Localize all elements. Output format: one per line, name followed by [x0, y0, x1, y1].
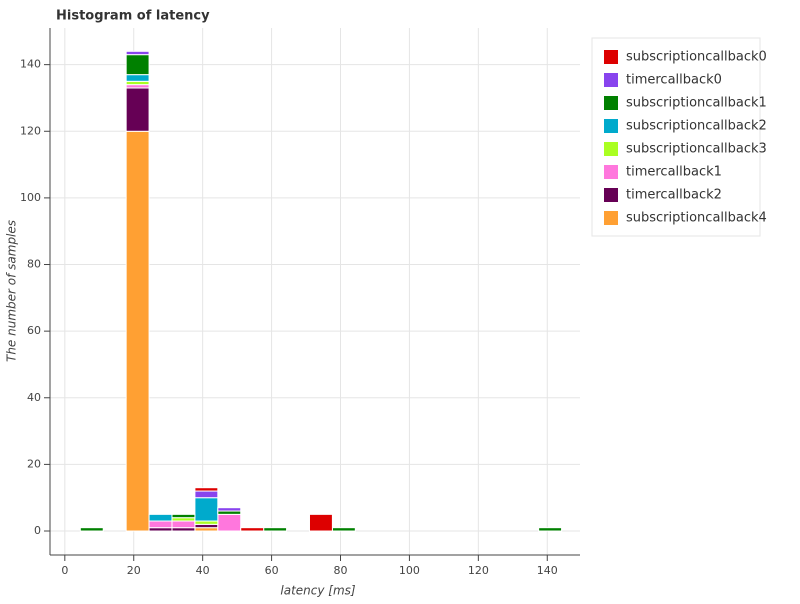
legend-swatch	[604, 96, 618, 110]
legend-label: subscriptioncallback4	[626, 211, 767, 226]
y-tick-label: 140	[20, 58, 41, 71]
x-tick-label: 100	[399, 564, 420, 577]
legend-swatch	[604, 165, 618, 179]
legend-swatch	[604, 142, 618, 156]
legend-label: subscriptioncallback2	[626, 119, 767, 134]
y-tick-label: 120	[20, 124, 41, 137]
x-tick-label: 0	[61, 564, 68, 577]
x-tick-label: 120	[468, 564, 489, 577]
histogram-bar	[148, 520, 173, 529]
histogram-bar	[171, 513, 196, 519]
histogram-bar	[125, 54, 150, 76]
legend: subscriptioncallback0 timercallback0 subsc…	[591, 37, 767, 237]
x-tick-label: 20	[127, 564, 141, 577]
chart-title: Histogram of latency	[56, 9, 210, 24]
x-tick-label: 140	[537, 564, 558, 577]
histogram-bar	[79, 527, 104, 532]
legend-label: timercallback0	[626, 73, 722, 88]
y-tick-label: 80	[27, 258, 41, 271]
legend-label: timercallback2	[626, 188, 722, 203]
histogram-bar	[125, 87, 150, 132]
histogram-bar	[125, 74, 150, 82]
x-axis-label: latency [ms]	[280, 584, 356, 598]
x-tick-label: 40	[196, 564, 210, 577]
legend-label: timercallback1	[626, 165, 722, 180]
y-tick-label: 60	[27, 324, 41, 337]
histogram-bar	[263, 527, 288, 532]
histogram-bar	[217, 507, 242, 512]
histogram-bar	[217, 513, 242, 532]
legend-swatch	[604, 50, 618, 64]
histogram-bar	[194, 487, 219, 492]
x-tick-label: 80	[334, 564, 348, 577]
y-tick-label: 100	[20, 191, 41, 204]
legend-box	[591, 37, 761, 237]
legend-label: subscriptioncallback1	[626, 96, 767, 111]
histogram-bar	[148, 513, 173, 522]
histogram-bar	[125, 130, 150, 532]
legend-swatch	[604, 188, 618, 202]
y-tick-label: 20	[27, 457, 41, 470]
histogram-bar	[331, 527, 356, 532]
legend-swatch	[604, 73, 618, 87]
y-tick-label: 40	[27, 391, 41, 404]
legend-label: subscriptioncallback0	[626, 50, 767, 65]
histogram-bar	[194, 490, 219, 499]
x-tick-label: 60	[265, 564, 279, 577]
legend-swatch	[604, 211, 618, 225]
y-axis-label: The number of samples	[5, 220, 19, 362]
histogram-bar	[240, 527, 265, 532]
y-tick-label: 0	[34, 524, 41, 537]
histogram-bar	[308, 513, 333, 532]
legend-label: subscriptioncallback3	[626, 142, 767, 157]
histogram-bar	[125, 50, 150, 56]
legend-swatch	[604, 119, 618, 133]
histogram-bar	[538, 527, 563, 532]
histogram-bar	[171, 520, 196, 529]
histogram-bar	[194, 497, 219, 522]
